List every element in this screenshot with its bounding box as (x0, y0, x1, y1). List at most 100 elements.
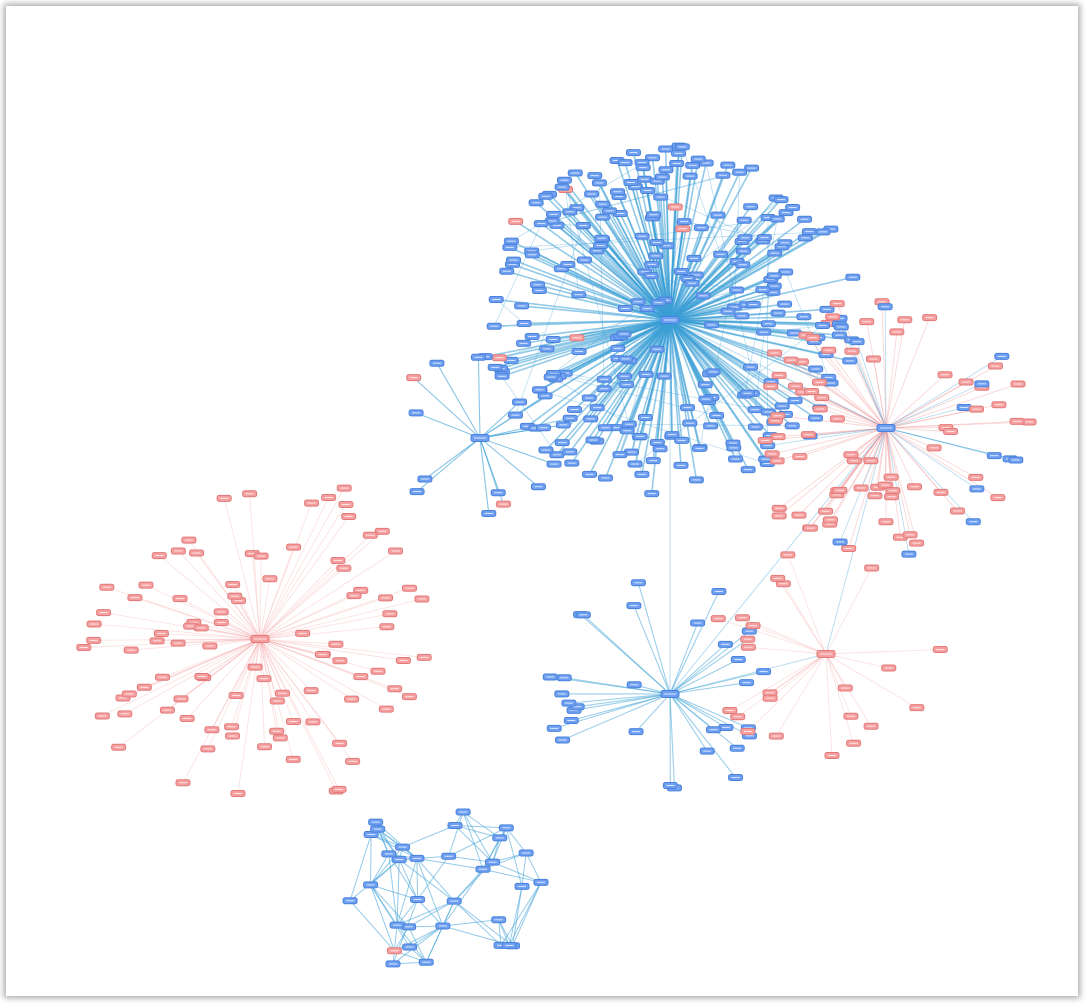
graph-node[interactable] (495, 500, 511, 508)
graph-node[interactable] (593, 242, 609, 250)
graph-node[interactable] (388, 547, 404, 555)
graph-node[interactable] (204, 726, 220, 734)
graph-node[interactable] (969, 485, 985, 493)
graph-node[interactable] (481, 509, 497, 517)
graph-node[interactable] (932, 646, 948, 654)
graph-node[interactable] (644, 490, 660, 498)
graph-node[interactable] (710, 211, 726, 219)
graph-node[interactable] (562, 208, 578, 216)
graph-node[interactable] (596, 375, 612, 383)
graph-node[interactable] (902, 531, 918, 539)
graph-node[interactable] (637, 175, 653, 183)
graph-node[interactable] (389, 921, 405, 929)
graph-node[interactable] (764, 450, 780, 458)
graph-node[interactable] (304, 499, 320, 507)
graph-node[interactable] (227, 592, 243, 600)
graph-node[interactable] (757, 437, 773, 445)
graph-node[interactable] (728, 455, 744, 463)
graph-node[interactable] (494, 372, 510, 380)
graph-node[interactable] (514, 882, 530, 890)
graph-node[interactable] (771, 504, 787, 512)
graph-node[interactable] (824, 752, 840, 760)
graph-node[interactable] (491, 916, 507, 924)
graph-node[interactable] (257, 743, 273, 751)
graph-node[interactable] (314, 651, 330, 659)
graph-node[interactable] (645, 154, 661, 162)
graph-node[interactable] (745, 301, 761, 309)
graph-node[interactable] (822, 516, 838, 524)
graph-node[interactable] (563, 716, 579, 724)
graph-node[interactable] (747, 423, 763, 431)
graph-node[interactable] (86, 620, 102, 628)
graph-node[interactable] (897, 316, 913, 324)
graph-node[interactable] (566, 405, 582, 413)
graph-node[interactable] (213, 608, 229, 616)
graph-node[interactable] (374, 527, 390, 535)
graph-node[interactable] (797, 215, 813, 223)
graph-node[interactable] (740, 643, 756, 651)
graph-node[interactable] (884, 493, 900, 501)
graph-node[interactable] (470, 353, 486, 361)
graph-node[interactable] (760, 442, 776, 450)
graph-node[interactable] (756, 234, 772, 242)
graph-node[interactable] (490, 489, 506, 497)
graph-node[interactable] (690, 155, 706, 163)
graph-node[interactable] (740, 466, 756, 474)
graph-node[interactable] (338, 501, 354, 509)
graph-node[interactable] (735, 261, 751, 269)
graph-node[interactable] (990, 494, 1006, 502)
graph-node[interactable] (933, 488, 949, 496)
graph-node[interactable] (378, 594, 394, 602)
graph-node[interactable] (669, 160, 685, 168)
graph-node[interactable] (508, 217, 524, 225)
graph-node[interactable] (529, 281, 545, 289)
graph-node[interactable] (524, 251, 540, 259)
graph-node[interactable] (625, 149, 641, 157)
graph-node[interactable] (159, 706, 175, 714)
graph-node[interactable] (272, 734, 288, 742)
graph-node[interactable] (395, 843, 411, 851)
graph-node[interactable] (516, 339, 532, 347)
graph-node[interactable] (138, 581, 154, 589)
graph-node[interactable] (269, 727, 285, 735)
graph-node[interactable] (805, 334, 821, 342)
graph-node[interactable] (859, 318, 875, 326)
graph-node[interactable] (814, 394, 830, 402)
graph-node[interactable] (242, 490, 258, 498)
graph-node[interactable] (634, 232, 650, 240)
graph-node[interactable] (635, 164, 651, 172)
graph-node[interactable] (539, 345, 555, 353)
graph-node[interactable] (690, 619, 706, 627)
graph-node[interactable] (842, 357, 858, 365)
hub-node[interactable] (816, 650, 836, 658)
graph-node[interactable] (341, 512, 357, 520)
graph-node[interactable] (720, 161, 736, 169)
graph-node[interactable] (685, 161, 701, 169)
graph-node[interactable] (344, 695, 360, 703)
graph-node[interactable] (189, 549, 205, 557)
graph-node[interactable] (802, 524, 818, 532)
graph-node[interactable] (638, 370, 654, 378)
graph-node[interactable] (771, 371, 787, 379)
graph-node[interactable] (429, 359, 445, 367)
graph-node[interactable] (769, 215, 785, 223)
graph-node[interactable] (922, 314, 938, 322)
graph-node[interactable] (575, 611, 591, 619)
graph-node[interactable] (819, 305, 835, 313)
graph-node[interactable] (698, 395, 714, 403)
graph-node[interactable] (688, 476, 704, 484)
graph-node[interactable] (711, 587, 727, 595)
graph-node[interactable] (796, 313, 812, 321)
graph-node[interactable] (332, 739, 348, 747)
graph-node[interactable] (336, 484, 352, 492)
graph-node[interactable] (531, 286, 547, 294)
graph-node[interactable] (617, 305, 633, 313)
graph-node[interactable] (387, 685, 403, 693)
graph-node[interactable] (247, 663, 263, 671)
graph-node[interactable] (736, 216, 752, 224)
graph-node[interactable] (610, 344, 626, 352)
graph-node[interactable] (170, 639, 186, 647)
graph-node[interactable] (674, 436, 690, 444)
graph-node[interactable] (224, 723, 240, 731)
graph-node[interactable] (151, 552, 167, 560)
